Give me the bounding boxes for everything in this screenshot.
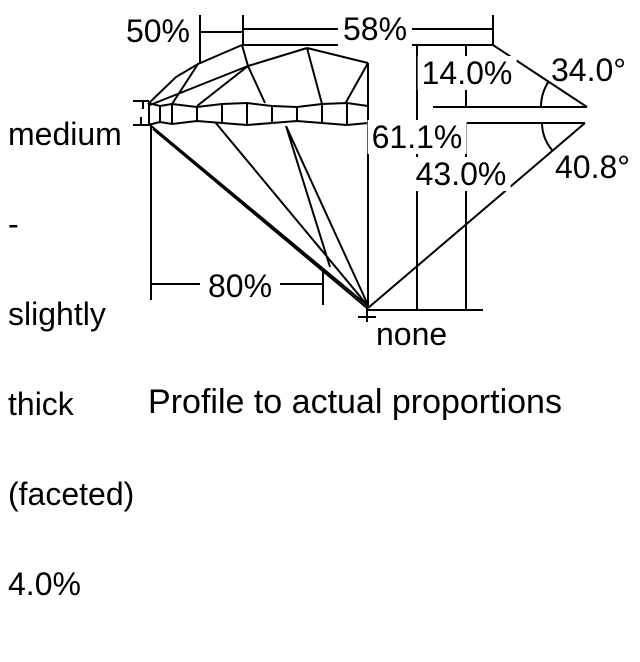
- girdle-thickness-ticks: [133, 100, 149, 126]
- girdle-line-1: medium: [8, 116, 122, 152]
- crown-silhouette-left: [147, 44, 243, 105]
- label-pavilion-depth: 43.0%: [411, 157, 511, 191]
- angle-arcs: [539, 80, 553, 151]
- girdle-bottom-wave: [147, 119, 369, 127]
- label-lower-girdle-length: 80%: [199, 269, 281, 303]
- girdle-band: [147, 101, 369, 127]
- crown-facet-lines: [149, 44, 369, 306]
- pavilion-slant-right: [367, 122, 586, 309]
- girdle-line-4: thick: [8, 386, 74, 422]
- label-pavilion-angle: 40.8°: [555, 149, 631, 185]
- girdle-line-6: 4.0%: [8, 566, 81, 602]
- label-total-depth: 61.1%: [367, 120, 467, 154]
- girdle-top-wave: [147, 101, 369, 109]
- label-girdle-description: medium - slightly thick (faceted) 4.0%: [8, 59, 134, 659]
- pavilion-facet-lines: [149, 121, 369, 309]
- culet-tick: [358, 306, 376, 322]
- crown-angle-arc: [539, 80, 550, 108]
- label-crown-angle: 34.0°: [551, 52, 627, 88]
- label-culet: none: [376, 316, 448, 352]
- crown-facets: [149, 44, 369, 306]
- label-crown-height: 14.0%: [417, 56, 517, 90]
- label-table-width: 58%: [337, 12, 413, 46]
- diagram-caption: Profile to actual proportions: [148, 383, 562, 421]
- star-length-dim: [199, 15, 244, 64]
- girdle-line-2: -: [8, 206, 19, 242]
- girdle-line-5: (faceted): [8, 476, 135, 512]
- girdle-line-3: slightly: [8, 296, 106, 332]
- diamond-outline: [147, 44, 588, 309]
- girdle-facet-dividers: [159, 103, 348, 125]
- diamond-proportion-diagram: 50% 58% 14.0% 34.0° 61.1% 43.0% 40.8° 80…: [8, 12, 631, 600]
- label-star-length: 50%: [125, 13, 190, 49]
- crown-slant-right: [492, 44, 588, 108]
- pavilion-facets: [149, 121, 369, 309]
- pavilion-angle-arc: [541, 122, 553, 151]
